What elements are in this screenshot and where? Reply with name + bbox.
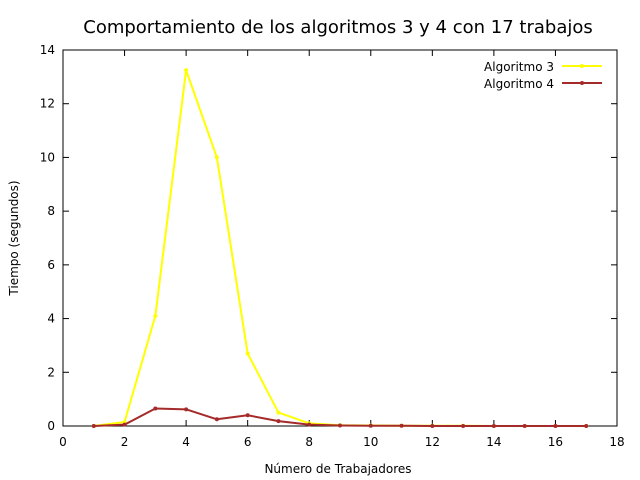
series-group: [91, 68, 589, 428]
data-point-algoritmo-4: [307, 422, 312, 427]
legend: Algoritmo 3 Algoritmo 4: [484, 60, 602, 91]
data-point-algoritmo-4: [245, 413, 250, 418]
data-point-algoritmo-4: [553, 424, 558, 428]
y-tick-label: 12: [40, 97, 55, 111]
data-point-algoritmo-4: [430, 424, 435, 428]
x-tick-label: 2: [121, 435, 129, 449]
data-point-algoritmo-4: [584, 424, 589, 428]
x-tick-labels: 0 2 4 6 8 10 12 14 16 18: [59, 435, 624, 449]
data-point-algoritmo-3: [153, 313, 158, 318]
data-point-algoritmo-4: [276, 419, 281, 424]
y-tick-label: 2: [47, 365, 55, 379]
data-point-algoritmo-4: [184, 407, 189, 412]
x-tick-label: 14: [486, 435, 501, 449]
data-point-algoritmo-4: [122, 422, 127, 427]
x-tick-label: 12: [425, 435, 440, 449]
data-point-algoritmo-3: [276, 410, 281, 415]
data-point-algoritmo-3: [245, 351, 250, 356]
chart-title: Comportamiento de los algoritmos 3 y 4 c…: [83, 17, 592, 38]
data-point-algoritmo-4: [91, 424, 96, 428]
y-tick-label: 6: [47, 258, 55, 272]
x-tick-label: 10: [363, 435, 378, 449]
x-tick-label: 0: [59, 435, 67, 449]
data-point-algoritmo-4: [214, 417, 219, 422]
axis-ticks: [62, 49, 618, 427]
x-tick-label: 16: [548, 435, 563, 449]
data-point-algoritmo-4: [368, 423, 373, 428]
y-tick-label: 10: [40, 150, 55, 164]
data-point-algoritmo-3: [184, 68, 189, 73]
data-point-algoritmo-4: [399, 423, 404, 428]
legend-marker-algoritmo-4: [580, 81, 584, 85]
legend-marker-algoritmo-3: [580, 64, 584, 68]
plot-frame: [62, 49, 618, 427]
data-point-algoritmo-4: [491, 424, 496, 428]
y-tick-label: 8: [47, 204, 55, 218]
y-tick-label: 4: [47, 312, 55, 326]
legend-label-algoritmo-4: Algoritmo 4: [484, 77, 554, 91]
data-point-algoritmo-3: [214, 155, 219, 160]
data-point-algoritmo-4: [461, 424, 466, 428]
data-point-algoritmo-4: [522, 424, 527, 428]
x-tick-label: 6: [244, 435, 252, 449]
x-axis-label: Número de Trabajadores: [264, 462, 411, 476]
data-point-algoritmo-4: [338, 423, 342, 428]
legend-label-algoritmo-3: Algoritmo 3: [484, 60, 554, 74]
y-tick-label: 14: [40, 43, 55, 57]
y-tick-labels: 0 2 4 6 8 10 12 14: [40, 43, 55, 433]
x-tick-label: 18: [609, 435, 624, 449]
x-tick-label: 4: [182, 435, 190, 449]
series-line-algoritmo-3: [93, 69, 587, 427]
x-tick-label: 8: [305, 435, 313, 449]
y-tick-label: 0: [47, 419, 55, 433]
y-axis-label: Tiempo (segundos): [7, 180, 21, 296]
data-point-algoritmo-4: [153, 406, 158, 411]
